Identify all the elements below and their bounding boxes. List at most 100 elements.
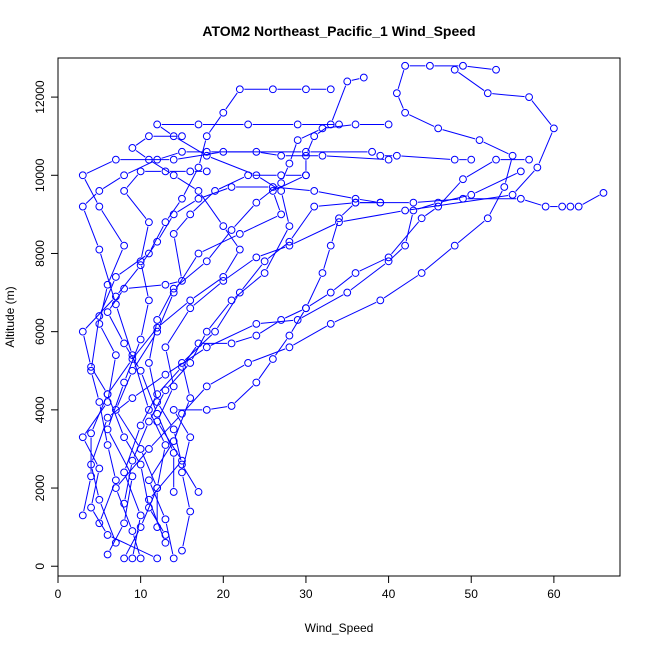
data-point xyxy=(335,218,343,227)
data-point xyxy=(145,445,153,453)
data-point xyxy=(450,241,459,250)
data-point xyxy=(310,202,319,211)
x-tick-label: 30 xyxy=(299,587,313,601)
data-point xyxy=(78,511,87,520)
data-point xyxy=(95,464,104,473)
data-point xyxy=(277,179,286,188)
series-segment xyxy=(91,472,99,504)
data-point xyxy=(409,198,418,207)
data-point xyxy=(178,132,186,141)
data-point xyxy=(161,280,170,289)
data-point xyxy=(95,312,104,320)
series-segment xyxy=(152,161,171,174)
data-point xyxy=(111,538,120,547)
series-segment xyxy=(209,303,230,329)
data-point xyxy=(401,241,410,250)
data-point xyxy=(277,151,286,160)
data-point xyxy=(599,188,608,197)
series-segment xyxy=(225,229,238,247)
series-segment xyxy=(409,194,509,211)
data-point xyxy=(136,523,145,532)
data-point xyxy=(244,359,252,367)
data-point xyxy=(136,460,145,469)
series-segment xyxy=(492,93,525,98)
series-segment xyxy=(326,155,385,160)
series-segment xyxy=(282,167,289,180)
series-segment xyxy=(515,170,535,192)
series-segment xyxy=(210,156,253,175)
data-point xyxy=(277,210,286,219)
data-point xyxy=(136,335,145,344)
series-segment xyxy=(142,245,155,262)
data-point xyxy=(574,202,583,211)
data-point xyxy=(434,202,443,211)
flight-profile-8 xyxy=(87,167,525,547)
series-segment xyxy=(160,126,171,134)
series-segment xyxy=(175,413,189,434)
series-segment xyxy=(351,78,360,81)
series-segment xyxy=(141,452,156,485)
series-segment xyxy=(108,398,123,434)
series-segment xyxy=(260,152,277,156)
data-point xyxy=(277,187,286,195)
data-point xyxy=(285,241,294,250)
data-point xyxy=(186,304,195,313)
data-point xyxy=(136,421,145,430)
series-layer xyxy=(78,61,608,563)
flight-profile-9 xyxy=(78,147,393,532)
series-segment xyxy=(84,179,98,203)
series-segment xyxy=(483,141,509,155)
data-point xyxy=(558,202,567,211)
data-point xyxy=(401,108,410,117)
series-segment xyxy=(126,194,147,219)
data-point xyxy=(153,155,162,164)
series-segment xyxy=(218,176,245,190)
series-segment xyxy=(293,325,328,346)
series-segment xyxy=(182,367,190,394)
data-point xyxy=(483,89,492,98)
y-tick-label: 0 xyxy=(33,563,47,570)
y-tick-label: 8000 xyxy=(33,240,47,267)
series-segment xyxy=(109,526,123,551)
data-point xyxy=(120,554,129,563)
series-segment xyxy=(158,292,173,317)
data-point xyxy=(161,515,170,524)
data-point xyxy=(95,245,104,254)
series-segment xyxy=(100,327,115,352)
series-segment xyxy=(475,172,517,194)
flight-profile-4 xyxy=(103,167,211,559)
series-segment xyxy=(259,185,278,201)
series-segment xyxy=(125,476,140,512)
series-segment xyxy=(124,464,133,500)
series-segment xyxy=(84,405,106,434)
series-segment xyxy=(109,292,122,309)
series-segment xyxy=(538,132,553,164)
data-point xyxy=(202,382,211,391)
x-axis-label: Wind_Speed xyxy=(305,621,374,635)
data-point xyxy=(120,339,129,348)
series-segment xyxy=(135,376,163,396)
series-segment xyxy=(109,362,131,391)
data-point xyxy=(153,398,162,406)
data-point xyxy=(202,343,211,352)
series-segment xyxy=(193,283,221,306)
data-point xyxy=(384,257,393,266)
series-segment xyxy=(291,209,313,239)
series-segment xyxy=(182,476,190,508)
series-segment xyxy=(217,296,238,329)
data-point xyxy=(145,476,153,485)
data-point xyxy=(87,429,95,438)
data-point xyxy=(161,386,170,395)
series-segment xyxy=(141,265,149,297)
data-point xyxy=(268,85,277,94)
series-segment xyxy=(318,191,352,199)
data-point xyxy=(194,120,203,129)
data-point xyxy=(417,269,426,277)
series-segment xyxy=(110,400,130,416)
x-tick-label: 40 xyxy=(382,587,396,601)
data-point xyxy=(169,425,178,434)
data-point xyxy=(87,472,95,481)
flight-profile-11 xyxy=(103,171,310,496)
series-segment xyxy=(424,248,452,271)
data-point xyxy=(87,362,95,371)
